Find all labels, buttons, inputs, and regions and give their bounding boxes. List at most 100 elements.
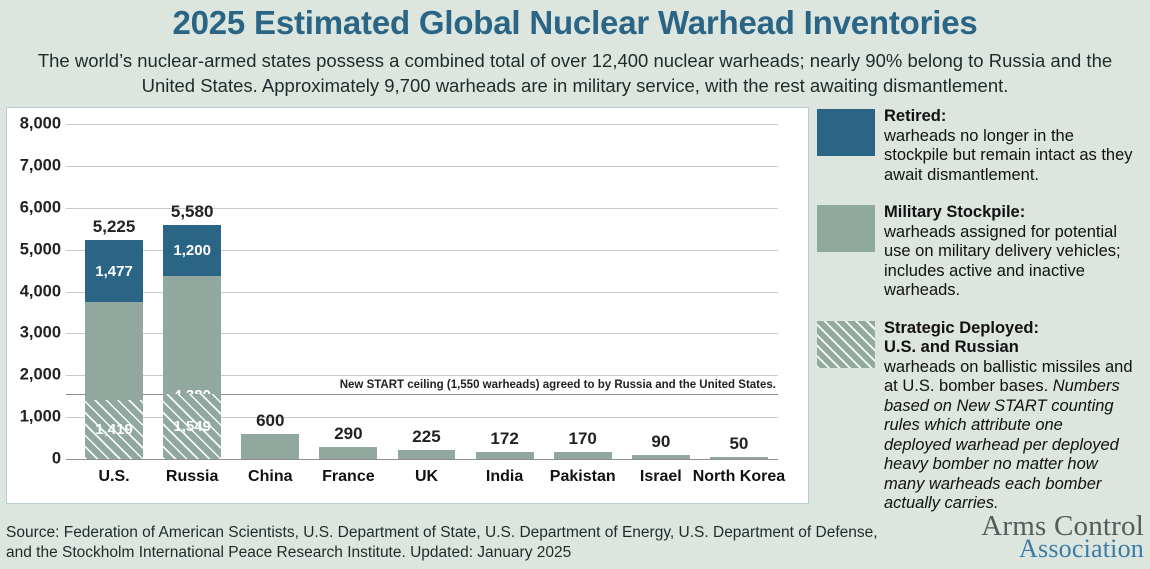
legend-title-line2: U.S. and Russian — [884, 338, 1019, 356]
y-axis-tick-label: 3,000 — [19, 323, 61, 342]
bar-stack — [710, 456, 768, 459]
x-axis-category-label: China — [248, 468, 293, 485]
bar-segment-military-stockpile[interactable] — [475, 451, 534, 459]
y-axis-tick-label: 7,000 — [19, 156, 61, 175]
x-axis-category-label: France — [322, 468, 375, 485]
new-start-ceiling-line — [66, 394, 778, 396]
bar-stack — [475, 451, 534, 459]
bars-container: 3,7481,4191,4775,225U.S.4,3801,5491,2005… — [75, 124, 785, 485]
arms-control-association-logo: Arms Control Association — [981, 512, 1144, 563]
y-axis-tick-label: 2,000 — [19, 365, 61, 384]
legend-item-retired[interactable]: Retired: warheads no longer in the stockp… — [817, 107, 1134, 185]
legend-text: Strategic Deployed: U.S. and Russian warhe… — [884, 319, 1134, 514]
source-note: Source: Federation of American Scientist… — [6, 524, 878, 561]
x-axis-category-label: Russia — [165, 468, 219, 485]
bar-group-pakistan[interactable]: 170 Pakistan — [550, 124, 616, 485]
y-axis-tick-label: 1,000 — [19, 407, 61, 426]
bar-total-label: 50 — [729, 433, 749, 453]
military-stockpile-swatch — [817, 205, 875, 252]
bar-segment-military-stockpile[interactable] — [397, 449, 456, 459]
y-axis-tick-label: 0 — [51, 449, 61, 468]
bar-segment-strategic-deployed[interactable]: 1,549 — [163, 394, 222, 459]
bar-stack — [631, 455, 690, 459]
bar-segment-retired[interactable]: 1,477 — [85, 240, 143, 303]
gridline-7000 — [66, 165, 778, 167]
x-axis-category-label: UK — [414, 468, 439, 485]
plot-area: 0 1,000 2,000 3,000 4,000 5,000 6,000 7,000 8,00… — [20, 115, 785, 486]
bar-total-label: 5,580 — [170, 202, 214, 222]
legend-item-stockpile[interactable]: Military Stockpile: warheads assigned for… — [817, 203, 1134, 301]
x-axis-category-label: Israel — [639, 468, 682, 485]
legend-title: Retired: — [884, 107, 947, 125]
gridline-6000 — [66, 207, 778, 209]
bar-group-israel[interactable]: 90 Israel — [631, 124, 690, 485]
legend-body: warheads assigned for potential use on m… — [884, 222, 1121, 300]
chart-and-legend-row: 0 1,000 2,000 3,000 4,000 5,000 6,000 7,000 8,00… — [0, 98, 1150, 532]
gridline-2000 — [66, 375, 778, 377]
legend-title: Military Stockpile: — [884, 203, 1026, 221]
bar-total-label: 225 — [412, 426, 441, 446]
strategic-deployed-swatch — [817, 320, 875, 368]
bar-stack — [241, 433, 300, 459]
bar-segment-military-stockpile[interactable] — [553, 451, 612, 459]
bar-total-label: 172 — [490, 428, 519, 448]
gridline-1000 — [66, 417, 778, 419]
page-title: 2025 Estimated Global Nuclear Warhead In… — [172, 4, 978, 41]
bar-group-india[interactable]: 172 India — [475, 124, 534, 485]
bar-total-label: 90 — [651, 432, 671, 452]
legend-text: Retired: warheads no longer in the stockp… — [884, 107, 1134, 185]
new-start-ceiling-label: New START ceiling (1,550 warheads) agree… — [339, 379, 776, 392]
y-axis-tick-label: 8,000 — [19, 114, 61, 133]
bar-segment-value: 1,200 — [173, 241, 211, 259]
bar-segment-value: 1,549 — [173, 418, 211, 436]
bar-segment-military-stockpile[interactable] — [241, 433, 300, 459]
bar-total-label: 600 — [256, 410, 285, 430]
bar-stack — [397, 449, 456, 459]
bar-stack — [319, 446, 378, 459]
legend-body: warheads on ballistic missiles and at U.… — [884, 357, 1133, 396]
bar-segment-retired[interactable]: 1,200 — [163, 225, 222, 276]
gridline-3000 — [66, 333, 778, 335]
x-axis-category-label: India — [485, 468, 524, 485]
x-axis-category-label: Pakistan — [549, 468, 616, 485]
bar-group-north-korea[interactable]: 50 North Korea — [693, 124, 785, 485]
bar-total-label: 5,225 — [92, 217, 136, 237]
legend-item-deployed[interactable]: Strategic Deployed: U.S. and Russian warhe… — [817, 319, 1134, 514]
retired-swatch — [817, 109, 875, 156]
legend-body: warheads no longer in the stockpile but … — [884, 126, 1133, 184]
bar-segment-military-stockpile[interactable] — [631, 455, 690, 459]
chart-panel: 0 1,000 2,000 3,000 4,000 5,000 6,000 7,000 8,00… — [6, 107, 809, 504]
bar-segment-value: 1,477 — [95, 262, 133, 280]
header: 2025 Estimated Global Nuclear Warhead In… — [0, 0, 1150, 98]
bar-segment-military-stockpile[interactable] — [319, 446, 378, 459]
bar-group-china[interactable]: 600 China — [241, 124, 300, 485]
gridline-5000 — [66, 249, 778, 251]
bar-total-label: 290 — [334, 423, 363, 443]
logo-line-2: Association — [1019, 534, 1144, 563]
legend-title: Strategic Deployed: — [884, 318, 1039, 337]
bar-segment-military-stockpile[interactable] — [710, 456, 768, 459]
legend: Retired: warheads no longer in the stockp… — [809, 107, 1134, 532]
y-axis-tick-label: 6,000 — [19, 198, 61, 217]
y-axis-tick-label: 4,000 — [19, 282, 61, 300]
legend-text: Military Stockpile: warheads assigned for… — [884, 203, 1134, 301]
gridline-0 — [66, 459, 778, 460]
page-subtitle: The world’s nuclear-armed states possess… — [37, 50, 1113, 96]
x-axis-category-label: U.S. — [98, 468, 130, 485]
x-axis-category-label: North Korea — [692, 468, 786, 485]
gridline-4000 — [66, 291, 778, 293]
footer: Source: Federation of American Scientist… — [6, 512, 1144, 563]
y-axis-tick-label: 5,000 — [19, 240, 61, 259]
bar-segment-strategic-deployed[interactable]: 1,419 — [85, 399, 143, 459]
bar-group-uk[interactable]: 225 UK — [397, 124, 456, 485]
bar-group-france[interactable]: 290 France — [319, 124, 378, 485]
gridline-8000 — [66, 124, 778, 125]
bar-stack — [553, 451, 612, 459]
logo-line-1: Arms Control — [981, 510, 1144, 542]
bar-segment-value: 1,419 — [95, 420, 133, 438]
bar-total-label: 170 — [568, 428, 597, 448]
